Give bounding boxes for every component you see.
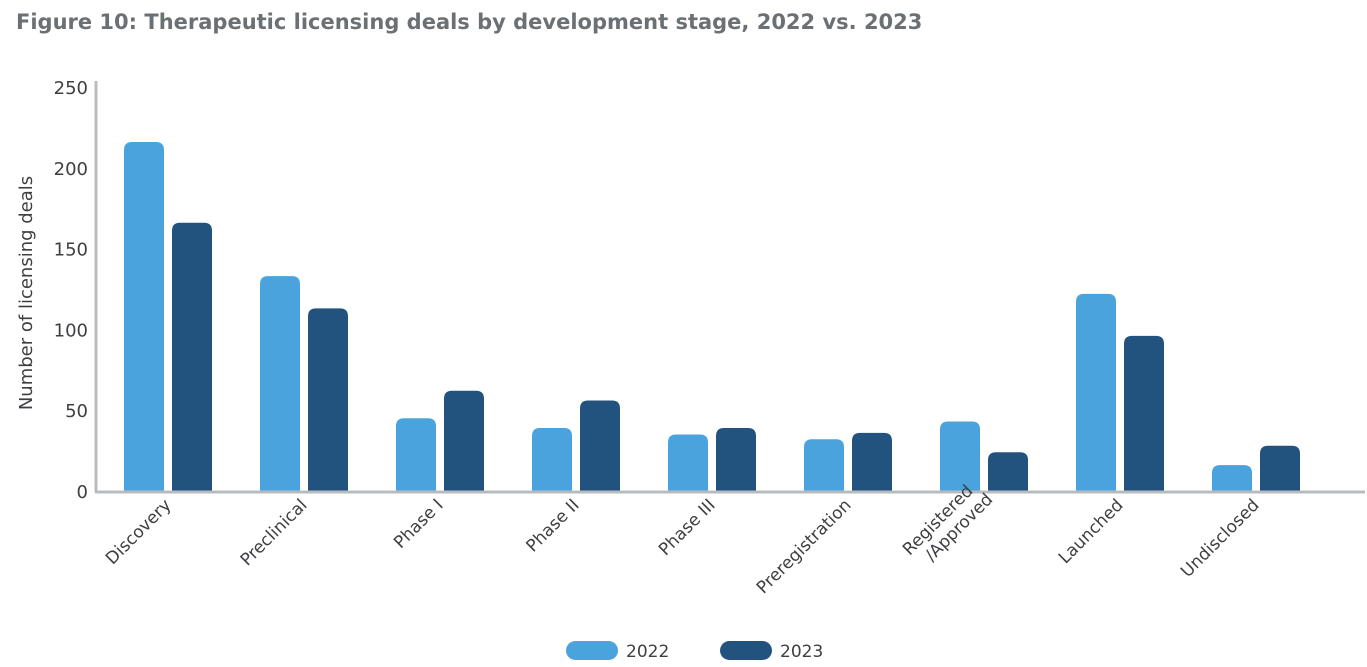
x-tick-label-line: Preclinical bbox=[237, 495, 312, 570]
bar bbox=[396, 418, 436, 492]
x-tick-label-line: Phase II bbox=[523, 495, 584, 556]
x-tick-label-line: Undisclosed bbox=[1177, 495, 1263, 581]
chart-title: Figure 10: Therapeutic licensing deals b… bbox=[16, 10, 923, 34]
y-tick-label: 150 bbox=[54, 240, 88, 261]
y-tick-label: 0 bbox=[77, 482, 88, 503]
y-tick-label: 100 bbox=[54, 320, 88, 341]
y-axis-title: Number of licensing deals bbox=[16, 176, 37, 410]
x-tick-label-line: Discovery bbox=[102, 495, 176, 569]
x-tick-label: Discovery bbox=[102, 495, 176, 569]
x-tick-label-line: Launched bbox=[1055, 495, 1128, 568]
bar bbox=[852, 432, 892, 492]
x-tick-label-text: Phase III bbox=[655, 495, 720, 560]
x-tick-label-text: Undisclosed bbox=[1177, 495, 1263, 581]
bar bbox=[804, 439, 844, 492]
legend-swatch bbox=[566, 641, 618, 660]
legend-label: 2023 bbox=[780, 642, 823, 662]
bar bbox=[1124, 335, 1164, 492]
x-tick-label-text: Launched bbox=[1055, 495, 1128, 568]
bar bbox=[444, 390, 484, 492]
x-tick-label-text: Preclinical bbox=[237, 495, 312, 570]
bar bbox=[716, 427, 756, 492]
bar bbox=[172, 222, 212, 492]
bar bbox=[532, 427, 572, 492]
legend-swatch bbox=[720, 641, 772, 660]
y-tick-label: 50 bbox=[65, 401, 88, 422]
bar bbox=[580, 400, 620, 492]
x-tick-label-text: Preregistration bbox=[753, 495, 856, 598]
bar bbox=[308, 308, 348, 492]
x-tick-label: Undisclosed bbox=[1177, 495, 1263, 581]
x-tick-label-line: Phase I bbox=[390, 495, 447, 552]
bar bbox=[260, 276, 300, 492]
bar bbox=[940, 421, 980, 492]
x-tick-label: Preclinical bbox=[237, 495, 312, 570]
x-tick-label-text: Phase II bbox=[523, 495, 584, 556]
x-tick-label-line: Phase III bbox=[655, 495, 720, 560]
legend-label: 2022 bbox=[626, 642, 669, 662]
bar bbox=[1076, 293, 1116, 492]
bar bbox=[1260, 445, 1300, 492]
x-tick-label-text: Discovery bbox=[102, 495, 176, 569]
bar bbox=[668, 434, 708, 492]
x-tick-label-line: Preregistration bbox=[753, 495, 856, 598]
x-tick-label-text: Phase I bbox=[390, 495, 447, 552]
x-tick-label: Phase I bbox=[390, 495, 447, 552]
x-tick-label: Phase II bbox=[523, 495, 584, 556]
y-tick-label: 250 bbox=[54, 78, 88, 99]
bar bbox=[1212, 465, 1252, 492]
bar bbox=[124, 141, 164, 492]
y-tick-label: 200 bbox=[54, 159, 88, 180]
x-tick-label: Launched bbox=[1055, 495, 1128, 568]
bar bbox=[988, 452, 1028, 492]
x-tick-label: Phase III bbox=[655, 495, 720, 560]
x-tick-label: Preregistration bbox=[753, 495, 856, 598]
